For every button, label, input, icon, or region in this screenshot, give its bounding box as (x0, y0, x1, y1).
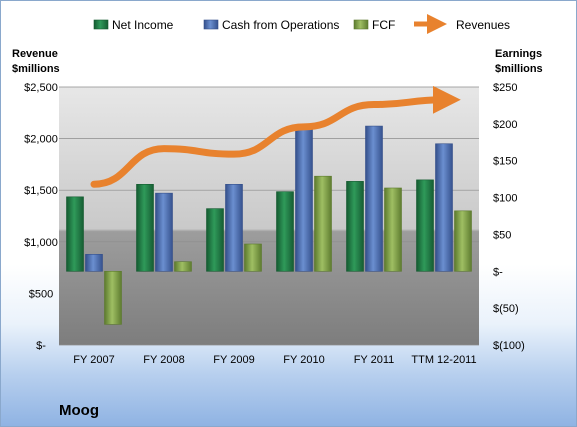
legend-swatch-cash-from-operations (203, 19, 219, 30)
right-tick-label: $250 (493, 82, 517, 94)
plot-area (59, 87, 479, 345)
category-label-ttm-12-2011: TTM 12-2011 (411, 354, 476, 366)
right-tick-label: $(100) (493, 340, 525, 352)
category-label-fy-2009: FY 2009 (213, 354, 254, 366)
legend-label-revenues: Revenues (456, 18, 510, 32)
legend: Net Income Cash from Operations FCF Reve… (93, 14, 510, 34)
bar-fcf-fy-2010 (314, 175, 332, 272)
bar-cash-from-operations-fy-2010 (295, 125, 313, 272)
right-tick-label: $(50) (493, 303, 519, 315)
bar-fcf-fy-2008 (174, 261, 192, 272)
company-name: Moog (59, 402, 99, 419)
revenue-line (90, 85, 461, 188)
bar-fcf-fy-2009 (244, 243, 262, 272)
legend-swatch-net-income (93, 19, 109, 30)
right-axis-title-line1: Earnings (495, 48, 542, 60)
left-tick-label: $- (36, 340, 46, 352)
bar-net-income-fy-2008 (136, 184, 154, 272)
bar-net-income-fy-2011 (346, 181, 364, 272)
left-axis-title-line2: $millions (12, 63, 60, 75)
bar-net-income-ttm-12-2011 (416, 179, 434, 272)
bar-net-income-fy-2009 (206, 208, 224, 272)
left-tick-label: $1,500 (24, 185, 58, 197)
category-label-fy-2008: FY 2008 (143, 354, 184, 366)
bar-cash-from-operations-fy-2008 (155, 192, 173, 272)
legend-label-fcf: FCF (372, 18, 395, 32)
legend-label-cash-from-operations: Cash from Operations (222, 18, 339, 32)
right-tick-label: $100 (493, 193, 517, 205)
left-tick-label: $2,500 (24, 82, 58, 94)
bar-fcf-fy-2007 (104, 270, 122, 325)
bar-cash-from-operations-ttm-12-2011 (435, 143, 453, 272)
bar-cash-from-operations-fy-2011 (365, 125, 383, 272)
bar-fcf-ttm-12-2011 (454, 210, 472, 272)
right-tick-label: $50 (493, 229, 511, 241)
left-tick-label: $500 (29, 288, 53, 300)
bar-cash-from-operations-fy-2009 (225, 184, 243, 272)
right-axis-title-line2: $millions (495, 63, 543, 75)
bar-fcf-fy-2011 (384, 187, 402, 272)
right-axis-ticks: $(100) $(50) $- $50 $100 $150 $200 $250 (493, 82, 525, 352)
category-label-fy-2010: FY 2010 (283, 354, 324, 366)
revenue-line-group (90, 85, 461, 188)
left-axis-title-line1: Revenue (12, 48, 58, 60)
legend-swatch-fcf (353, 19, 369, 30)
bar-cash-from-operations-fy-2007 (85, 254, 103, 272)
left-tick-label: $2,000 (24, 134, 58, 146)
right-tick-label: $150 (493, 156, 517, 168)
category-labels: FY 2007 FY 2008 FY 2009 FY 2010 FY 2011 TTM 1… (73, 354, 476, 366)
bars (66, 125, 472, 325)
category-label-fy-2011: FY 2011 (354, 354, 395, 366)
bar-net-income-fy-2010 (276, 191, 294, 272)
category-label-fy-2007: FY 2007 (73, 354, 114, 366)
legend-label-net-income: Net Income (112, 18, 174, 32)
bar-net-income-fy-2007 (66, 196, 84, 272)
right-tick-label: $- (493, 266, 503, 278)
left-axis-ticks: $- $500 $1,000 $1,500 $2,000 $2,500 (24, 82, 58, 352)
right-tick-label: $200 (493, 119, 517, 131)
left-tick-label: $1,000 (24, 237, 58, 249)
